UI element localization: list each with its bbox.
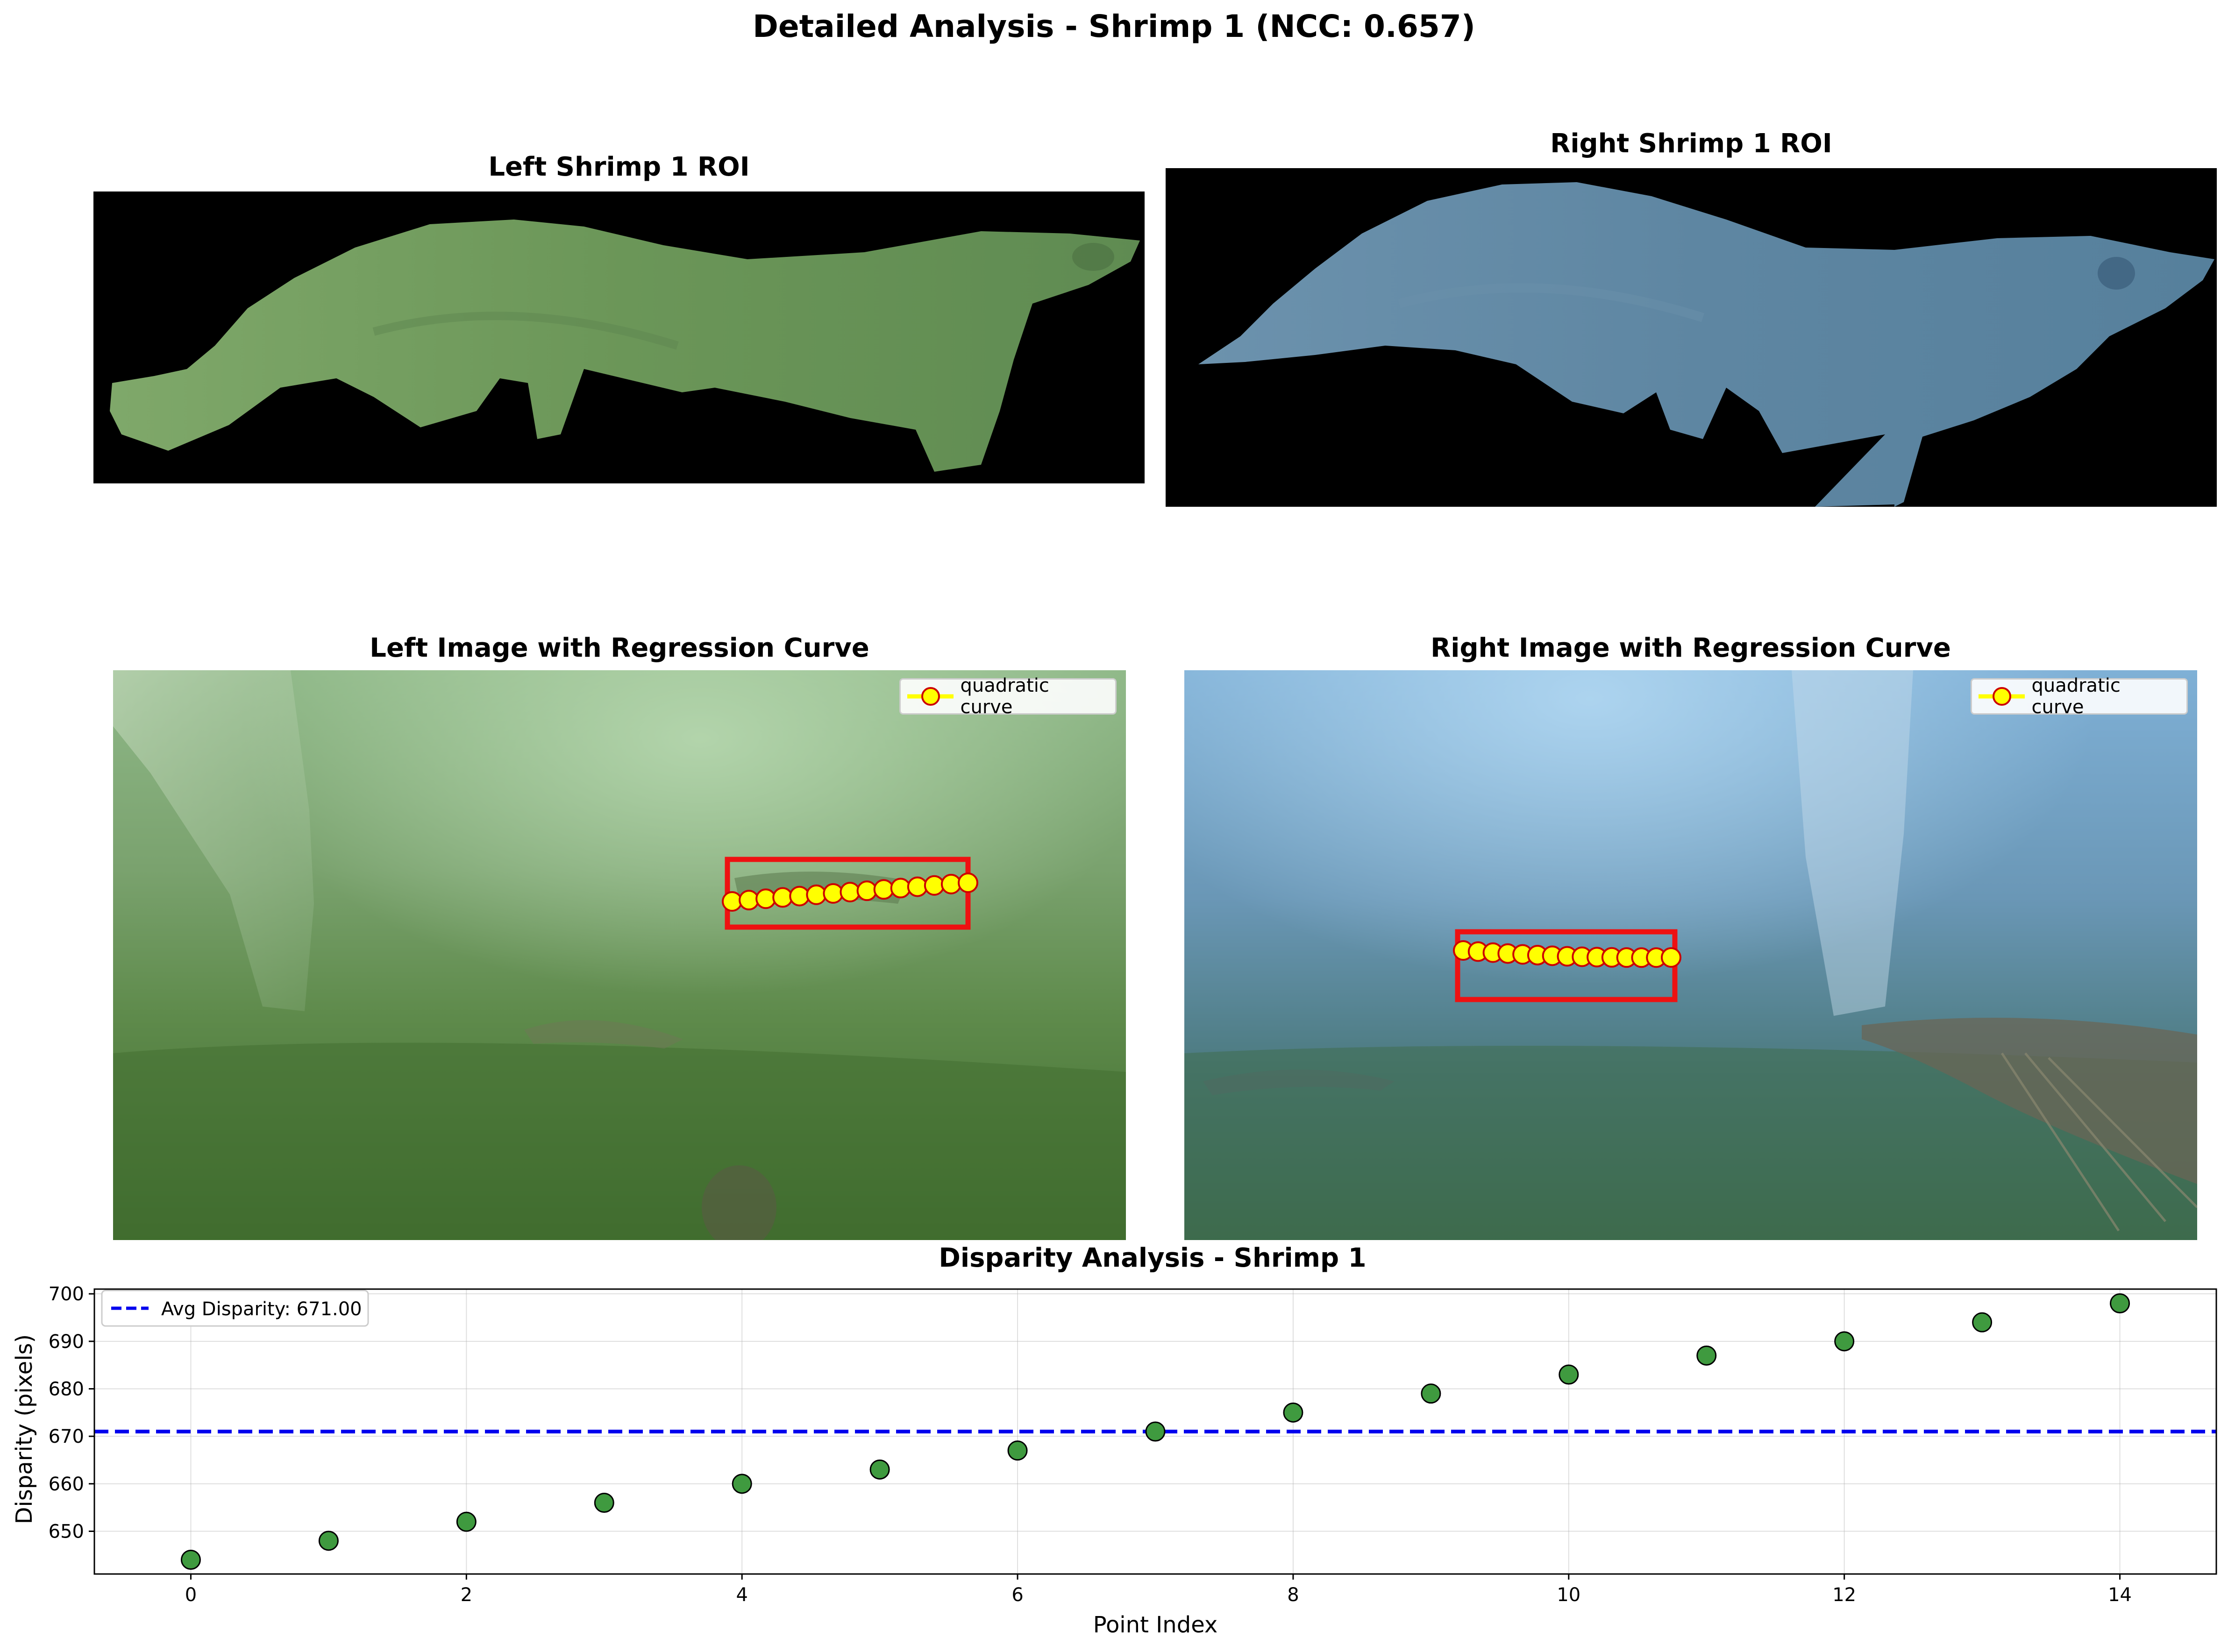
legend-marker-icon [1979,687,2025,706]
disparity-point [180,1550,201,1570]
left-image-panel [113,670,1126,1240]
x-tick-label: 8 [1287,1584,1299,1606]
disparity-point [1834,1331,1855,1352]
left-curve-marker [755,888,776,909]
left-curve-marker [856,880,877,901]
disparity-point [2110,1293,2130,1313]
left-curve-marker [806,884,827,905]
left-curve-marker [940,873,961,894]
disparity-point [594,1493,614,1513]
left-curve-marker [823,883,844,904]
left-overlay [722,857,978,930]
left-curve-marker [958,872,978,893]
disparity-point [869,1459,890,1480]
right-underwater-scene [1184,670,2197,1240]
disparity-point [1559,1364,1579,1385]
chart-title: Disparity Analysis - Shrimp 1 [939,1243,1366,1273]
legend-marker-icon [907,687,954,706]
left-regression-curve [722,872,978,912]
left-roi-image [93,191,1145,483]
disparity-point [1421,1383,1441,1404]
chart-points [180,1293,2130,1570]
right-legend-label: quadratic curve [2031,675,2121,718]
x-tick-label: 2 [461,1584,472,1606]
left-curve-marker [890,878,911,899]
right-curve-marker [1661,947,1681,968]
left-curve-marker [772,887,793,908]
disparity-point [456,1511,477,1532]
left-legend-label: quadratic curve [960,675,1049,718]
disparity-point [1972,1312,1993,1333]
left-curve-marker [840,882,861,902]
y-tick-label: 670 [49,1426,84,1447]
disparity-chart: Disparity Analysis - Shrimp 1 0 2 4 6 8 10 12 1… [11,1243,2217,1638]
left-curve-marker [924,875,945,896]
right-image-title: Right Image with Regression Curve [1431,633,1951,663]
y-tick-label: 680 [49,1379,84,1400]
left-roi-title: Left Shrimp 1 ROI [488,152,750,182]
x-tick-label: 12 [1832,1584,1856,1606]
disparity-point [732,1474,752,1494]
y-tick-label: 690 [49,1331,84,1353]
x-tick-label: 4 [736,1584,747,1606]
disparity-point [1145,1421,1166,1442]
figure-title: Detailed Analysis - Shrimp 1 (NCC: 0.657… [753,8,1475,44]
x-tick-label: 14 [2108,1584,2132,1606]
right-shrimp-silhouette [1198,182,2214,507]
chart-ticks: 0 2 4 6 8 10 12 14 650 660 670 680 690 700 [49,1283,2132,1606]
right-roi-image [1166,168,2217,507]
legend-avg-label: Avg Disparity: 671.00 [161,1298,362,1320]
right-overlay [1453,929,1681,1002]
plot-frame [93,1288,2217,1575]
left-image-title: Left Image with Regression Curve [370,633,869,663]
disparity-point [1007,1440,1028,1461]
left-curve-marker [789,886,810,907]
left-curve-marker [907,876,928,897]
left-shrimp-silhouette [110,220,1140,472]
right-image-panel [1184,670,2197,1240]
left-curve-marker [739,890,760,911]
left-curve-marker [722,891,742,912]
left-curve-marker [873,879,894,900]
right-regression-curve [1453,940,1681,968]
x-axis-label: Point Index [1093,1612,1218,1638]
disparity-point [1696,1345,1717,1366]
right-roi-title: Right Shrimp 1 ROI [1550,128,1832,159]
chart-legend: Avg Disparity: 671.00 [101,1290,369,1327]
y-tick-label: 650 [49,1521,84,1543]
x-tick-label: 6 [1011,1584,1023,1606]
left-image-legend: quadratic curve [899,675,1117,718]
disparity-point [1283,1402,1303,1423]
left-underwater-scene [113,670,1126,1240]
y-tick-label: 700 [49,1283,84,1305]
right-image-legend: quadratic curve [1971,675,2188,718]
x-tick-label: 0 [185,1584,197,1606]
y-axis-label: Disparity (pixels) [11,1334,37,1524]
disparity-point [318,1531,339,1551]
x-tick-label: 10 [1557,1584,1580,1606]
y-tick-label: 660 [49,1474,84,1495]
